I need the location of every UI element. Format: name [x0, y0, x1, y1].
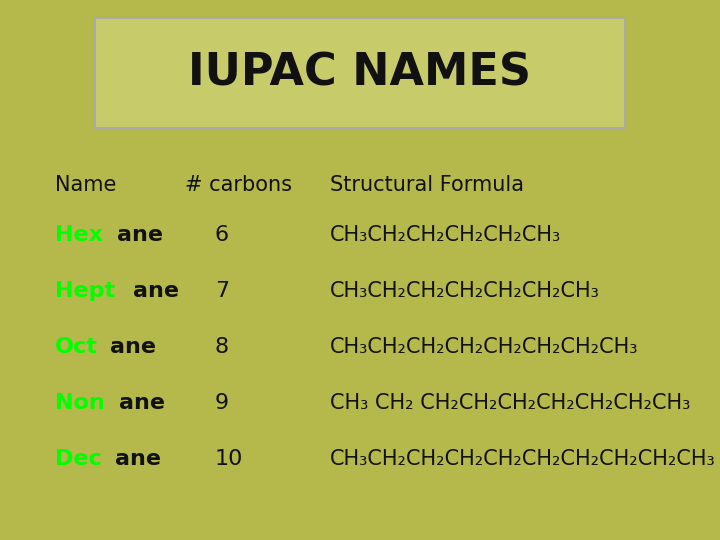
- Text: CH₃CH₂CH₂CH₂CH₂CH₂CH₂CH₂CH₂CH₃: CH₃CH₂CH₂CH₂CH₂CH₂CH₂CH₂CH₂CH₃: [330, 449, 716, 469]
- Text: ane: ane: [117, 225, 163, 245]
- Text: CH₃CH₂CH₂CH₂CH₂CH₂CH₂CH₃: CH₃CH₂CH₂CH₂CH₂CH₂CH₂CH₃: [330, 337, 639, 357]
- Text: ane: ane: [120, 393, 165, 413]
- Text: CH₃ CH₂ CH₂CH₂CH₂CH₂CH₂CH₂CH₃: CH₃ CH₂ CH₂CH₂CH₂CH₂CH₂CH₂CH₃: [330, 393, 690, 413]
- Text: ane: ane: [132, 281, 179, 301]
- Text: Hex: Hex: [55, 225, 103, 245]
- Text: CH₃CH₂CH₂CH₂CH₂CH₂CH₃: CH₃CH₂CH₂CH₂CH₂CH₂CH₃: [330, 281, 600, 301]
- Text: Name: Name: [55, 175, 117, 195]
- Text: IUPAC NAMES: IUPAC NAMES: [189, 51, 531, 94]
- Text: ane: ane: [110, 337, 156, 357]
- Text: 7: 7: [215, 281, 229, 301]
- Text: Hept: Hept: [55, 281, 115, 301]
- Text: 6: 6: [215, 225, 229, 245]
- Text: # carbons: # carbons: [185, 175, 292, 195]
- FancyBboxPatch shape: [95, 18, 625, 128]
- Text: Dec: Dec: [55, 449, 102, 469]
- Text: 10: 10: [215, 449, 243, 469]
- Text: ane: ane: [115, 449, 161, 469]
- Text: CH₃CH₂CH₂CH₂CH₂CH₃: CH₃CH₂CH₂CH₂CH₂CH₃: [330, 225, 562, 245]
- Text: Non: Non: [55, 393, 104, 413]
- Text: Oct: Oct: [55, 337, 98, 357]
- Text: 8: 8: [215, 337, 229, 357]
- Text: 9: 9: [215, 393, 229, 413]
- Text: Structural Formula: Structural Formula: [330, 175, 524, 195]
